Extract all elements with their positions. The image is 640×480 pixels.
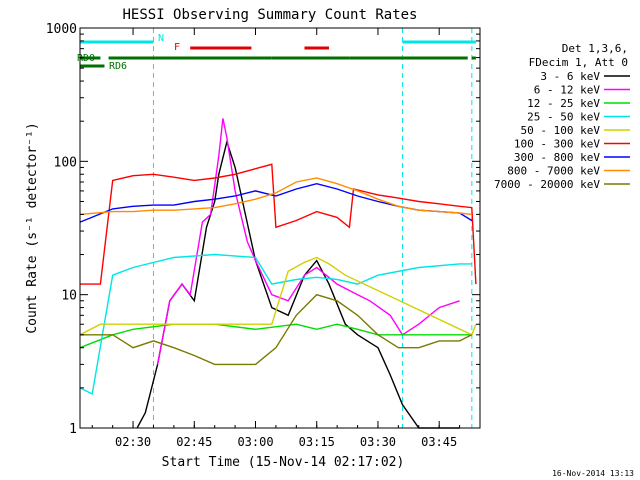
series-line-5: [80, 163, 477, 285]
series-line-2: [79, 323, 472, 349]
x-tick-label-1: 02:45: [176, 435, 212, 449]
y-tick-label-3: 1000: [46, 22, 77, 37]
chart-title: HESSI Observing Summary Count Rates: [122, 7, 417, 23]
series-line-3: [79, 253, 472, 396]
legend-label-6: 300 - 800 keV: [514, 151, 600, 164]
series-layer: [79, 118, 477, 429]
legend-label-2: 12 - 25 keV: [527, 97, 600, 110]
legend-label-5: 100 - 300 keV: [514, 138, 600, 151]
flags-layer: NF RD0 RD6: [77, 28, 476, 428]
legend-label-1: 6 - 12 keV: [534, 84, 601, 97]
plot-frame: [79, 27, 481, 429]
series-line-6: [79, 182, 473, 223]
series-line-8: [80, 293, 473, 366]
axes-layer: 02:30 02:45 03:00 03:15 03:30 03:45 1 10 100 1000: [46, 22, 481, 449]
y-axis-label: Count Rate (s⁻¹ detector⁻¹): [25, 122, 40, 333]
legend-label-8: 7000 - 20000 keV: [494, 178, 600, 191]
x-tick-label-5: 03:45: [421, 435, 457, 449]
flag-label-0: N: [158, 33, 164, 44]
x-axis-label: Start Time (15-Nov-14 02:17:02): [162, 455, 405, 470]
flag-label-1: F: [174, 42, 180, 53]
legend-label-3: 25 - 50 keV: [527, 111, 600, 124]
series-line-7: [79, 177, 472, 216]
timestamp: 16-Nov-2014 13:13: [552, 469, 634, 478]
x-tick-label-4: 03:30: [360, 435, 396, 449]
flag-label-3: RD6: [109, 61, 127, 72]
y-tick-label-1: 10: [61, 289, 77, 304]
flag-label-2: RD0: [77, 53, 95, 64]
legend-header-line-2: FDecim 1, Att 0: [529, 56, 628, 69]
series-line-1: [156, 118, 460, 365]
legend-label-0: 3 - 6 keV: [540, 70, 600, 83]
legend-header-line-1: Det 1,3,6,: [562, 42, 628, 55]
y-tick-label-0: 1: [69, 422, 77, 437]
legend-label-4: 50 - 100 keV: [521, 124, 601, 137]
x-tick-label-0: 02:30: [115, 435, 151, 449]
legend-label-7: 800 - 7000 keV: [507, 165, 600, 178]
series-line-4: [79, 256, 477, 336]
x-tick-label-2: 03:00: [237, 435, 273, 449]
y-tick-label-2: 100: [54, 155, 77, 170]
x-tick-label-3: 03:15: [299, 435, 335, 449]
